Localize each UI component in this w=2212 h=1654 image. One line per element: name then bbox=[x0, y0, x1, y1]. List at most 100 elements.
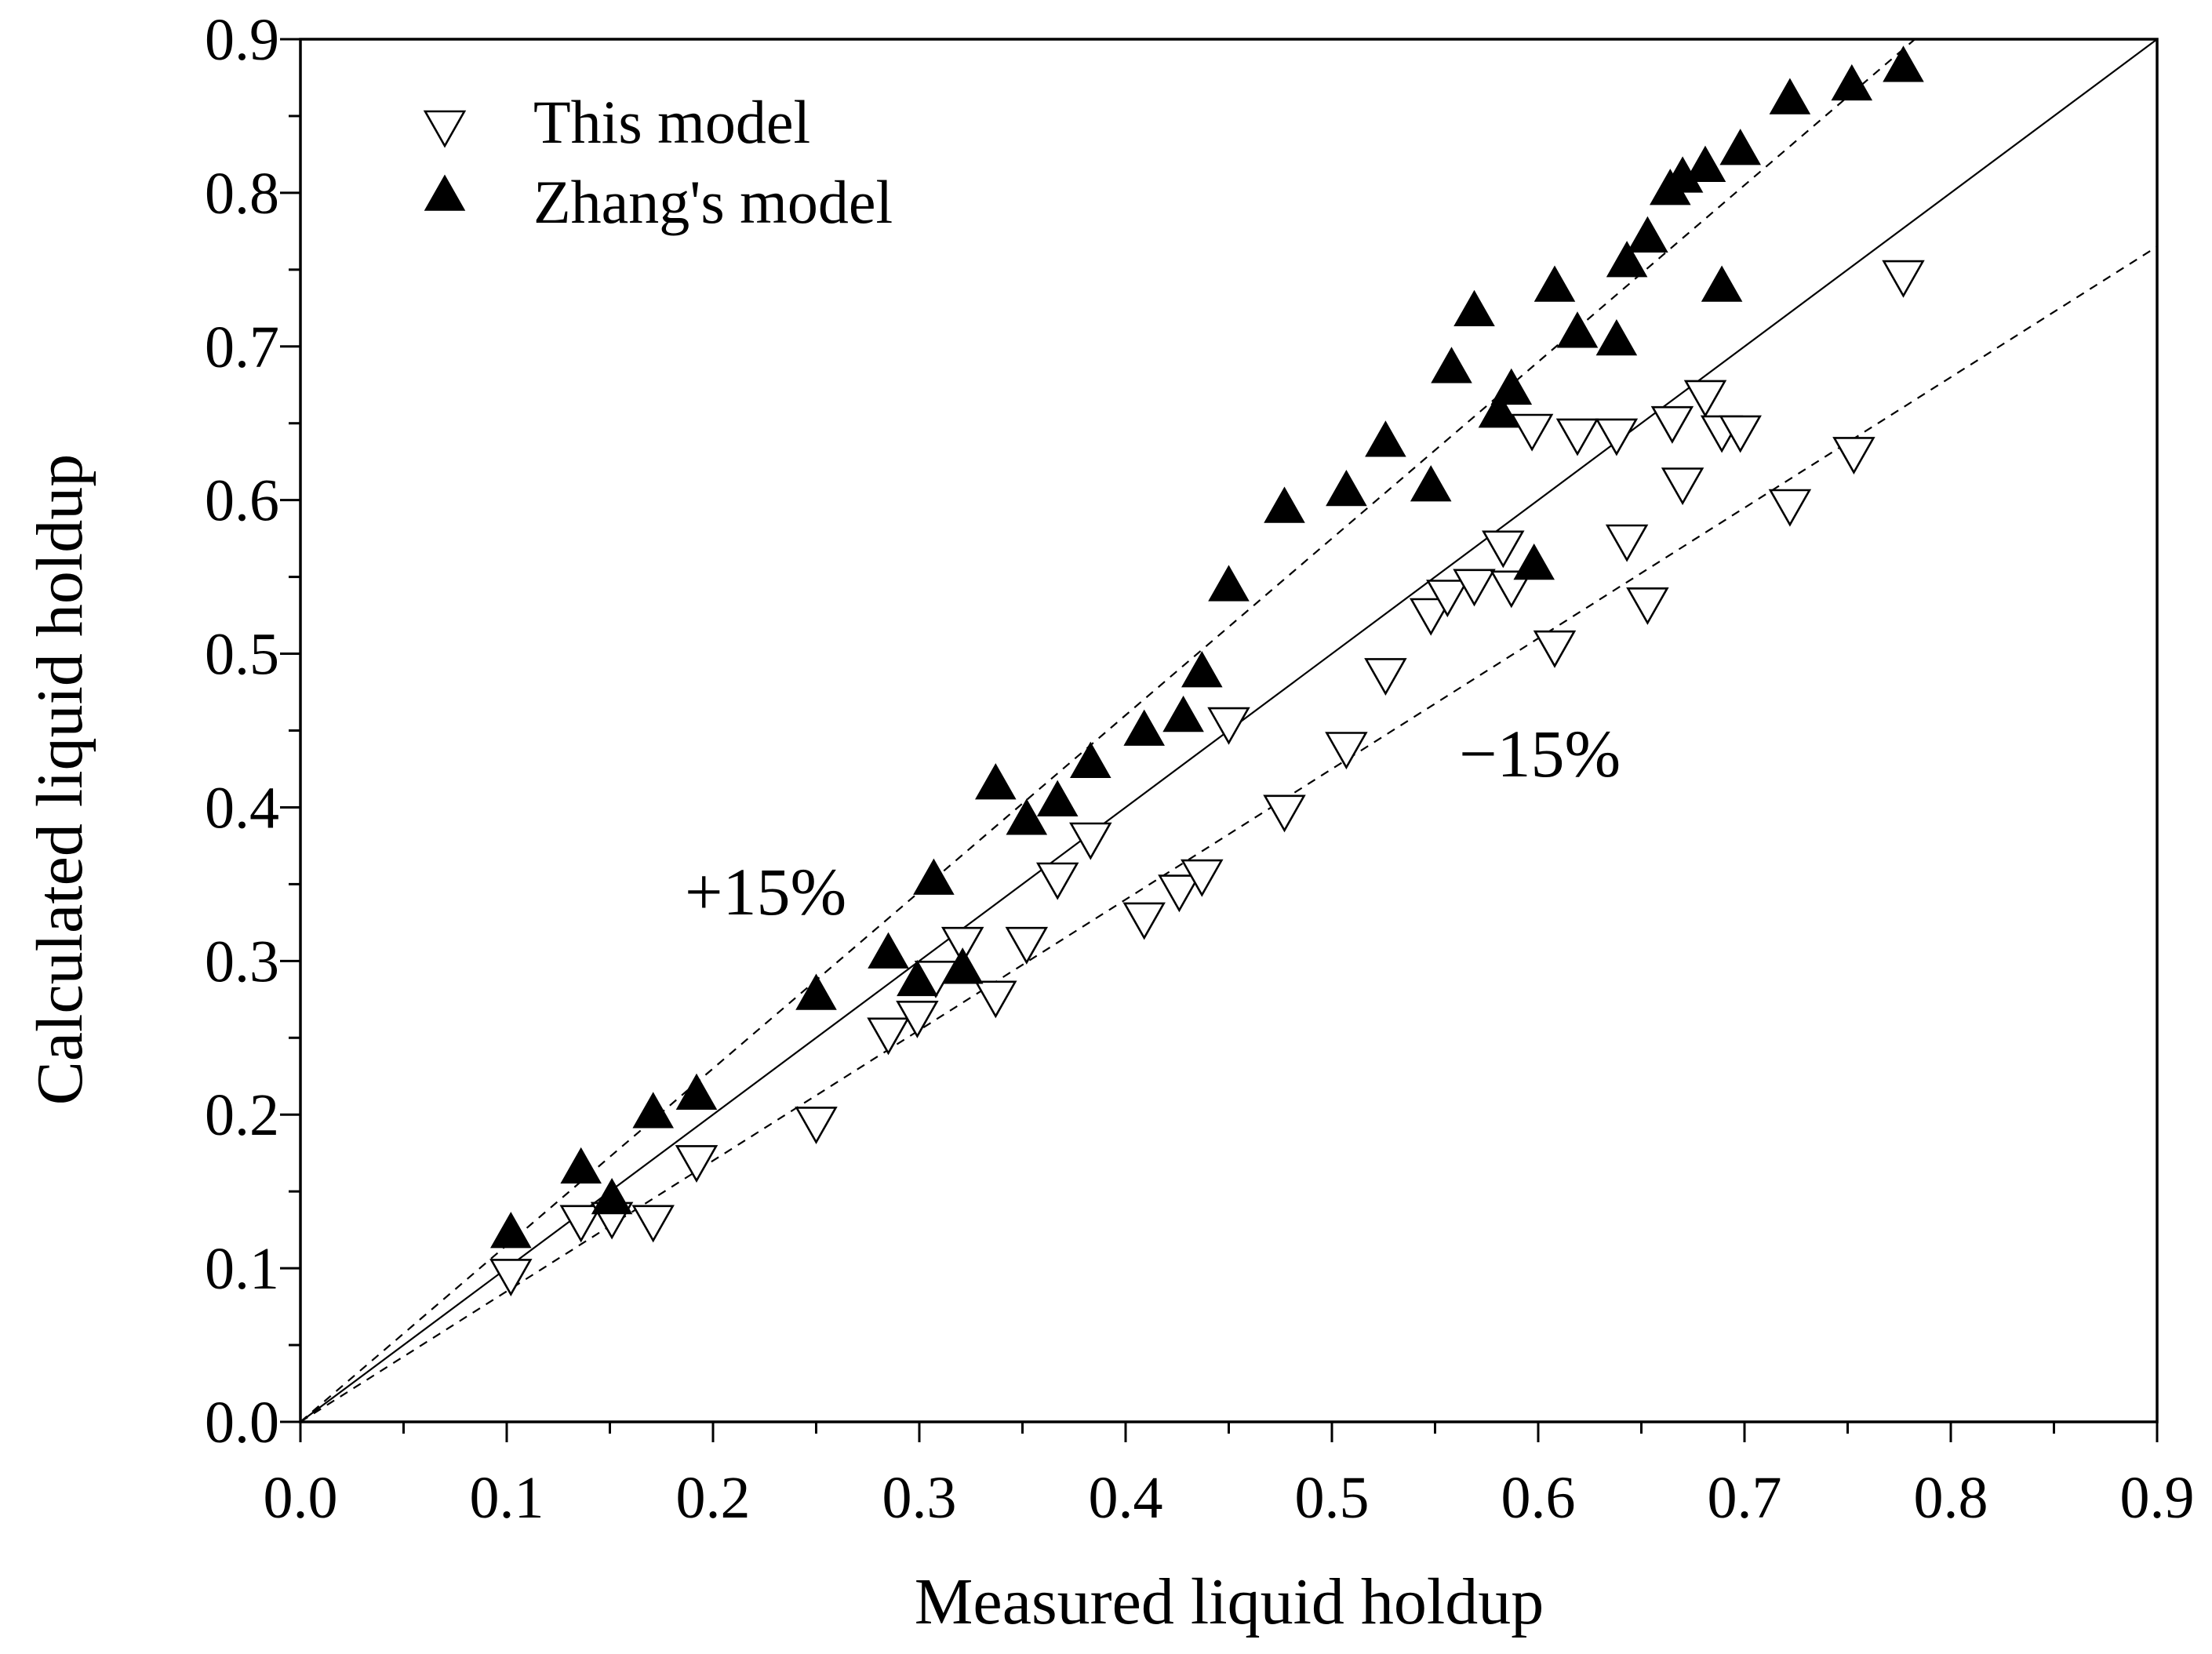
data-point-this-model bbox=[1426, 580, 1469, 618]
data-point-zhang-s-model bbox=[1627, 216, 1668, 253]
data-point-zhang-s-model bbox=[1181, 651, 1223, 688]
data-point-this-model bbox=[1122, 902, 1166, 940]
x-tick-label: 0.4 bbox=[1089, 1465, 1163, 1531]
data-point-zhang-s-model bbox=[1701, 265, 1743, 302]
data-point-this-model bbox=[940, 926, 984, 965]
data-point-this-model bbox=[1661, 467, 1704, 506]
data-point-zhang-s-model bbox=[897, 959, 938, 997]
data-point-this-model bbox=[795, 1107, 838, 1145]
plus-15-percent-label: +15% bbox=[685, 854, 846, 929]
data-point-zhang-s-model bbox=[1513, 543, 1555, 580]
data-point-zhang-s-model bbox=[1365, 420, 1406, 457]
data-point-zhang-s-model bbox=[1606, 241, 1648, 278]
data-point-this-model bbox=[1683, 380, 1727, 418]
data-point-this-model bbox=[1626, 587, 1669, 625]
y-tick-label: 0.3 bbox=[205, 929, 279, 994]
data-point-zhang-s-model bbox=[1684, 145, 1726, 182]
data-point-this-model bbox=[1005, 926, 1049, 965]
data-point-this-model bbox=[1207, 707, 1250, 745]
data-point-this-model bbox=[867, 1017, 910, 1056]
data-point-this-model bbox=[1181, 859, 1224, 897]
data-point-this-model bbox=[1482, 530, 1525, 569]
legend-marker-this-model bbox=[423, 110, 467, 148]
legend-label-this-model: This model bbox=[533, 88, 810, 156]
data-point-zhang-s-model bbox=[632, 1092, 674, 1129]
data-point-this-model bbox=[1533, 630, 1577, 668]
data-point-this-model bbox=[1158, 874, 1201, 913]
data-point-this-model bbox=[1595, 418, 1639, 456]
data-point-this-model bbox=[1364, 658, 1407, 696]
data-point-this-model bbox=[1768, 489, 1812, 527]
x-tick-label: 0.8 bbox=[1914, 1465, 1988, 1531]
data-point-zhang-s-model bbox=[975, 763, 1017, 800]
y-tick-label: 0.7 bbox=[205, 314, 279, 380]
data-point-this-model bbox=[1069, 822, 1112, 860]
data-point-this-model bbox=[1832, 437, 1875, 475]
data-point-zhang-s-model bbox=[1831, 64, 1873, 101]
data-point-zhang-s-model bbox=[560, 1147, 602, 1184]
data-point-zhang-s-model bbox=[1264, 486, 1305, 523]
data-point-zhang-s-model bbox=[1453, 289, 1495, 327]
data-point-this-model bbox=[1882, 260, 1925, 298]
x-tick-label: 0.6 bbox=[1501, 1465, 1576, 1531]
data-point-this-model bbox=[1325, 732, 1368, 770]
data-point-zhang-s-model bbox=[675, 1073, 718, 1111]
x-tick-label: 0.3 bbox=[882, 1465, 957, 1531]
data-point-this-model bbox=[1719, 415, 1762, 453]
data-point-zhang-s-model bbox=[941, 947, 984, 984]
data-point-zhang-s-model bbox=[913, 858, 955, 895]
legend: This model Zhang's model bbox=[423, 88, 893, 236]
data-point-zhang-s-model bbox=[1719, 129, 1761, 165]
y-tick-label: 0.8 bbox=[205, 161, 279, 227]
data-point-this-model bbox=[1035, 862, 1079, 900]
y-tick-label: 0.0 bbox=[205, 1390, 279, 1456]
data-point-this-model bbox=[1605, 524, 1649, 562]
data-point-zhang-s-model bbox=[1769, 78, 1811, 115]
data-point-this-model bbox=[1409, 598, 1453, 636]
data-point-this-model bbox=[489, 1259, 533, 1297]
axis-tick-labels: 0.0 0.1 0.2 0.3 0.4 0.5 0.6 0.7 0.8 0.9 0.0 0.1 0.2 0… bbox=[205, 7, 2195, 1531]
data-point-zhang-s-model bbox=[1123, 709, 1165, 746]
data-point-this-model bbox=[631, 1205, 675, 1243]
data-point-this-model bbox=[974, 980, 1017, 1019]
data-points bbox=[489, 45, 1925, 1297]
data-point-zhang-s-model bbox=[1006, 798, 1048, 835]
data-point-zhang-s-model bbox=[1490, 368, 1533, 405]
y-axis-title: Calculated liquid holdup bbox=[24, 454, 96, 1106]
data-point-zhang-s-model bbox=[1431, 347, 1472, 384]
y-tick-label: 0.6 bbox=[205, 468, 279, 534]
data-point-this-model bbox=[1263, 794, 1306, 833]
data-point-this-model bbox=[1555, 418, 1599, 456]
data-point-this-model bbox=[1510, 413, 1554, 452]
data-point-this-model bbox=[1490, 570, 1533, 609]
data-point-zhang-s-model bbox=[1162, 695, 1204, 732]
legend-label-zhangs-model: Zhang's model bbox=[533, 168, 893, 236]
y-tick-label: 0.1 bbox=[205, 1236, 279, 1302]
data-point-zhang-s-model bbox=[1556, 311, 1599, 348]
data-point-this-model bbox=[1650, 405, 1694, 444]
data-point-zhang-s-model bbox=[1595, 318, 1638, 356]
data-point-this-model bbox=[559, 1205, 602, 1243]
data-point-zhang-s-model bbox=[868, 932, 909, 969]
x-tick-label: 0.5 bbox=[1295, 1465, 1370, 1531]
y-tick-label: 0.9 bbox=[205, 7, 279, 73]
x-tick-label: 0.7 bbox=[1708, 1465, 1782, 1531]
data-point-zhang-s-model bbox=[490, 1212, 532, 1249]
y-tick-label: 0.5 bbox=[205, 622, 279, 688]
minus-15-percent-label: −15% bbox=[1459, 716, 1621, 791]
data-point-this-model bbox=[675, 1145, 719, 1183]
data-point-zhang-s-model bbox=[1208, 565, 1250, 602]
x-tick-label: 0.0 bbox=[264, 1465, 338, 1531]
data-point-zhang-s-model bbox=[1036, 780, 1079, 816]
axis-ticks bbox=[280, 38, 2159, 1442]
data-point-zhang-s-model bbox=[1410, 465, 1452, 502]
data-point-zhang-s-model bbox=[1883, 45, 1924, 82]
data-point-zhang-s-model bbox=[591, 1177, 633, 1215]
x-tick-label: 0.1 bbox=[470, 1465, 544, 1531]
x-tick-label: 0.9 bbox=[2120, 1465, 2195, 1531]
data-point-zhang-s-model bbox=[1478, 391, 1520, 428]
y-tick-label: 0.4 bbox=[205, 775, 279, 841]
plot-frame bbox=[299, 38, 2159, 1423]
data-point-this-model bbox=[896, 1001, 939, 1038]
